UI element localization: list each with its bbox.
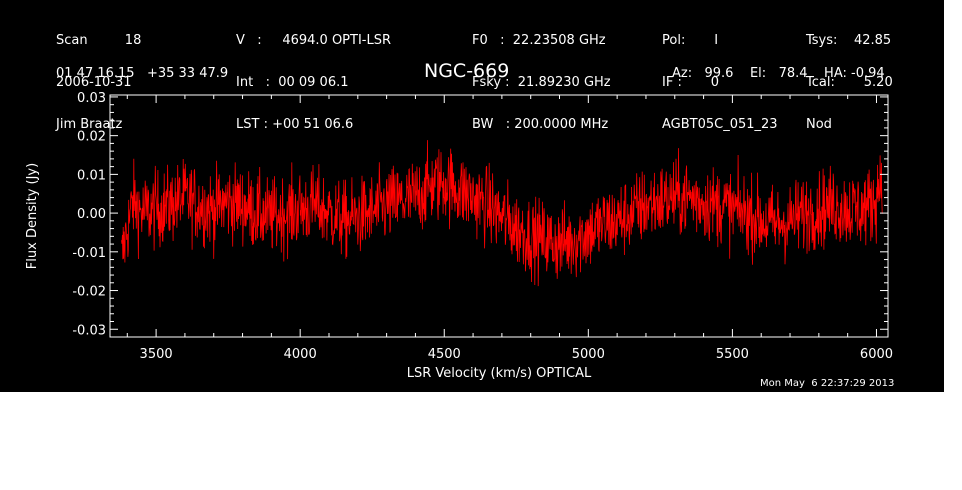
az-el-ha-label: Az: 99.6 El: 78.4 HA: -0.94	[672, 66, 885, 81]
x-tick-label: 4500	[428, 347, 461, 362]
y-axis-label: Flux Density (Jy)	[25, 163, 40, 269]
procedure-label: Nod	[806, 117, 832, 132]
y-axis-ticks: -0.03 -0.02 -0.01 0.00 0.01 0.02 0.03	[72, 91, 888, 338]
y-tick-label: -0.02	[72, 285, 106, 300]
if-label: IF : 0	[662, 75, 720, 90]
y-tick-label: -0.01	[72, 246, 106, 261]
y-tick-label: 0.01	[77, 168, 106, 183]
x-tick-label: 3500	[140, 347, 173, 362]
x-tick-label: 5500	[716, 347, 749, 362]
header-col-tsys: Tsys: 42.85 Tcal: 5.20 Nod	[806, 6, 893, 160]
header-col-velocity: V : 4694.0 OPTI-LSR Int : 00 09 06.1 LST…	[236, 6, 391, 160]
coordinates-label: 01 47 16.15 +35 33 47.9	[56, 66, 229, 81]
plot-frame	[109, 94, 889, 338]
timestamp-label: Mon May 6 22:37:29 2013	[760, 378, 895, 389]
x-tick-label: 6000	[860, 347, 893, 362]
y-tick-label: 0.00	[77, 207, 106, 222]
fsky-label: Fsky : 21.89230 GHz	[472, 75, 611, 90]
integration-label: Int : 00 09 06.1	[236, 75, 349, 90]
x-axis-ticks: 3500 4000 4500 5000 5500 6000	[126, 95, 893, 362]
spectrum-line	[121, 140, 883, 287]
y-tick-label: -0.03	[72, 323, 106, 338]
pol-label: Pol: I	[662, 33, 719, 48]
project-label: AGBT05C_051_23	[662, 117, 778, 132]
x-axis-label: LSR Velocity (km/s) OPTICAL	[407, 366, 592, 381]
y-tick-label: 0.03	[77, 91, 106, 106]
x-tick-label: 4000	[284, 347, 317, 362]
date-label: 2006-10-31	[56, 75, 132, 90]
header-col-frequency: F0 : 22.23508 GHz Fsky : 21.89230 GHz BW…	[472, 6, 611, 160]
f0-label: F0 : 22.23508 GHz	[472, 33, 606, 48]
velocity-label: V : 4694.0 OPTI-LSR	[236, 33, 392, 48]
x-tick-label: 5000	[572, 347, 605, 362]
tcal-label: Tcal: 5.20	[806, 75, 893, 90]
source-title: NGC-669	[424, 60, 510, 82]
y-tick-label: 0.02	[77, 130, 106, 145]
spectrum-trace-layer	[121, 140, 883, 287]
tsys-label: Tsys: 42.85	[806, 33, 892, 48]
header-col-polarization: Pol: I IF : 0 AGBT05C_051_23	[662, 6, 778, 160]
lst-label: LST : +00 51 06.6	[236, 117, 354, 132]
spectrum-chart: 3500 4000 4500 5000 5500 6000 -0.03 -0.02 -0.01…	[25, 91, 893, 381]
scan-label: Scan 18	[56, 33, 142, 48]
bandwidth-label: BW : 200.0000 MHz	[472, 117, 609, 132]
